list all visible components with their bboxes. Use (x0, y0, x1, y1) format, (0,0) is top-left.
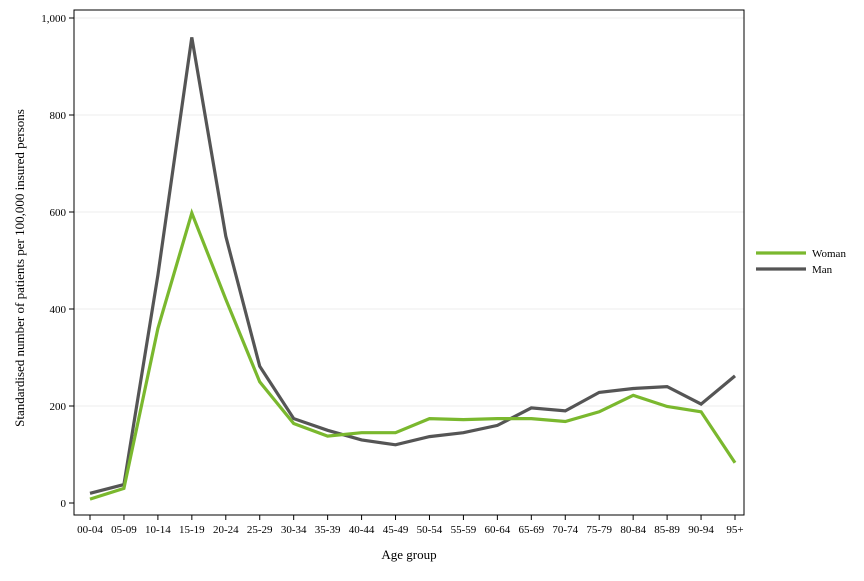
x-tick-label: 20-24 (213, 524, 239, 536)
x-axis-title: Age group (381, 547, 436, 562)
series-line-man (89, 37, 737, 495)
x-tick-label: 85-89 (654, 524, 680, 536)
y-tick-label: 800 (50, 110, 67, 122)
x-tick-label: 25-29 (247, 524, 273, 536)
y-tick-label: 600 (50, 207, 67, 219)
x-tick-label: 55-59 (451, 524, 477, 536)
plot-frame (73, 9, 745, 516)
x-tick-label: 65-69 (518, 524, 544, 536)
x-tick-label: 80-84 (620, 524, 646, 536)
x-tick-label: 50-54 (417, 524, 443, 536)
legend: Woman Man (756, 248, 846, 276)
series-line-woman (89, 208, 737, 501)
y-tick-label: 1,000 (41, 13, 66, 25)
y-axis-title: Standardised number of patients per 100,… (12, 109, 27, 427)
series-lines (89, 37, 737, 501)
x-tick-label: 15-19 (179, 524, 205, 536)
x-tick-label: 70-74 (552, 524, 578, 536)
x-tick-label: 60-64 (485, 524, 511, 536)
legend-label-woman: Woman (812, 248, 846, 260)
x-tick-label: 35-39 (315, 524, 341, 536)
gridlines (74, 17, 744, 407)
axes: 0 200 400 600 800 1,000 00-04 05-09 10-14 15-19 20… (41, 13, 743, 536)
x-tick-label: 40-44 (349, 524, 375, 536)
x-tick-label: 00-04 (77, 524, 103, 536)
legend-label-man: Man (812, 264, 833, 276)
x-tick-label: 30-34 (281, 524, 307, 536)
x-tick-label: 45-49 (383, 524, 409, 536)
x-tick-label: 90-94 (688, 524, 714, 536)
x-tick-label: 75-79 (586, 524, 612, 536)
y-tick-label: 200 (50, 401, 67, 413)
x-tick-label: 95+ (726, 524, 743, 536)
y-tick-label: 0 (61, 498, 67, 510)
x-tick-label: 05-09 (111, 524, 137, 536)
y-tick-label: 400 (50, 304, 67, 316)
x-tick-label: 10-14 (145, 524, 171, 536)
